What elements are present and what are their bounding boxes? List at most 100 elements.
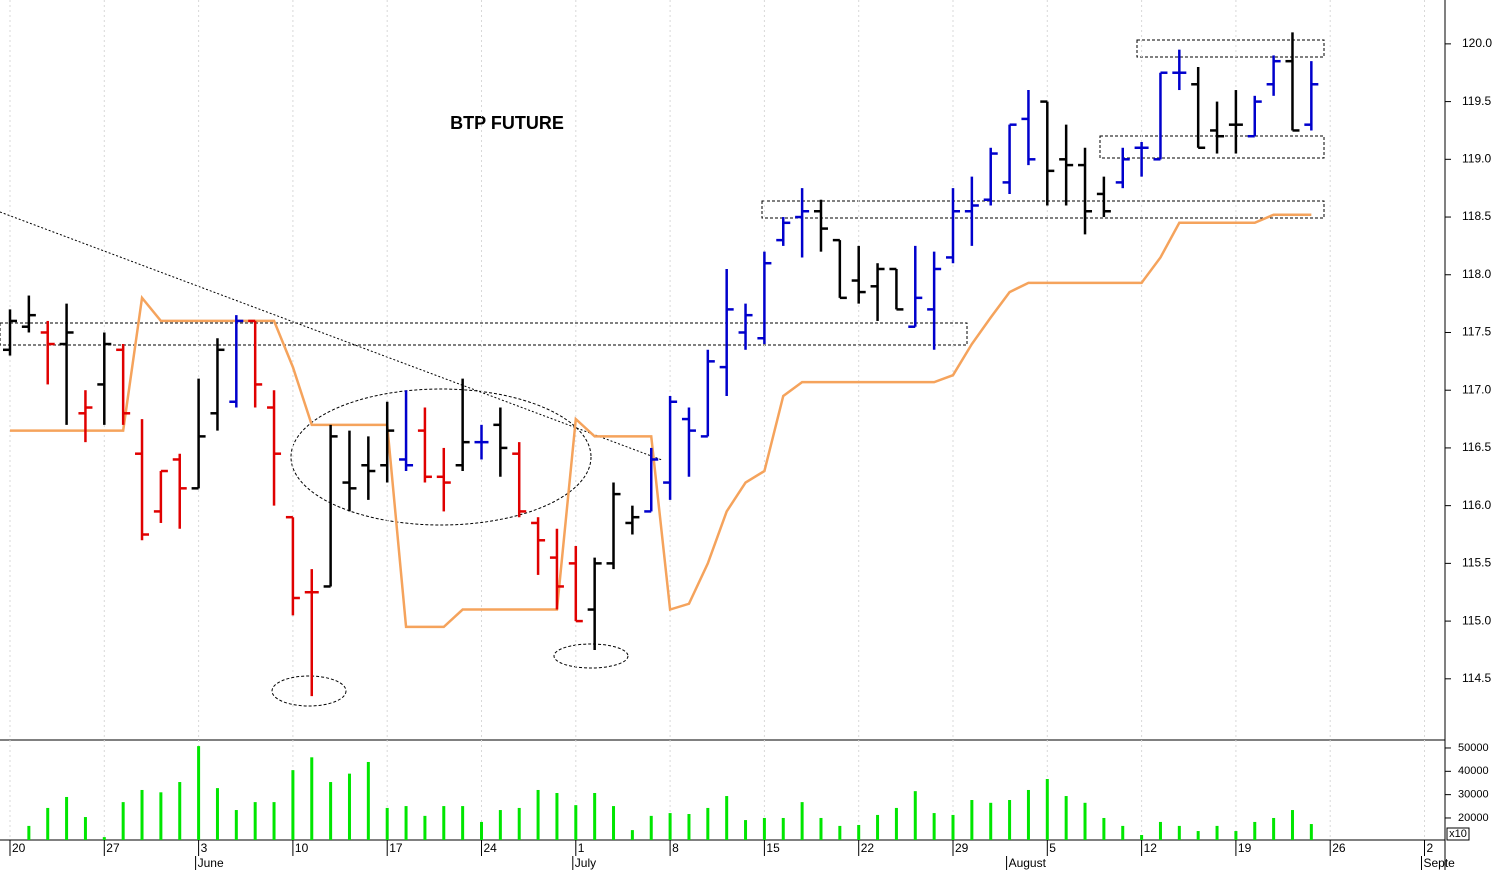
volume-bar (536, 789, 540, 840)
volume-bar (46, 807, 50, 840)
x-tick-label: 27 (106, 841, 120, 855)
volume-bar (1121, 825, 1125, 840)
volume-bar (197, 746, 201, 840)
x-tick-label: 8 (672, 841, 679, 855)
y-tick-label: 115.5 (1462, 556, 1491, 570)
volume-bar (649, 815, 653, 840)
month-label: June (198, 856, 224, 870)
month-label: August (1009, 856, 1047, 870)
x-tick-label: 3 (201, 841, 208, 855)
highlight-ellipse (553, 643, 629, 669)
x-tick-label: 15 (766, 841, 780, 855)
volume-bar (876, 814, 880, 840)
volume-bar (1158, 821, 1162, 840)
volume-bar (480, 821, 483, 840)
volume-bar (178, 782, 182, 840)
volume-bar (593, 793, 597, 840)
volume-bar (27, 825, 31, 840)
y-tick-label: 118.0 (1462, 267, 1491, 281)
volume-bar (385, 807, 389, 840)
volume-bar (668, 813, 672, 840)
x-tick-label: 2 (1427, 841, 1434, 855)
y-tick-label: 30000 (1458, 789, 1489, 801)
trend-line (0, 211, 663, 461)
zone-box (1136, 39, 1325, 58)
y-tick-label: 120.0 (1462, 36, 1492, 50)
volume-bar (121, 802, 125, 840)
y-tick-label: 20000 (1458, 812, 1489, 824)
volume-bar (1290, 810, 1294, 840)
zone-box (1099, 135, 1325, 159)
volume-bar (1140, 835, 1144, 840)
y-tick-label: 118.5 (1462, 209, 1491, 223)
volume-bar (744, 820, 748, 840)
volume-bar (1045, 779, 1049, 840)
volume-bar (442, 806, 446, 840)
x-tick-label: 5 (1049, 841, 1056, 855)
y-tick-label: 117.0 (1462, 382, 1491, 396)
chart-title: BTP FUTURE (450, 113, 564, 133)
y-tick-label: 114.5 (1462, 671, 1491, 685)
volume-bar (932, 813, 936, 840)
volume-bar (65, 796, 69, 840)
volume-bar (1177, 825, 1181, 840)
y-tick-label: 119.5 (1462, 94, 1491, 108)
volume-bar (310, 757, 314, 840)
volume-bar (1196, 831, 1200, 840)
x-tick-label: 29 (955, 841, 969, 855)
y-tick-label: 115.0 (1462, 613, 1491, 627)
volume-bar (234, 810, 238, 840)
volume-bar (574, 805, 578, 840)
volume-bar (404, 806, 408, 840)
volume-bar (913, 791, 917, 840)
volume-bar (857, 824, 861, 840)
volume-bar (1026, 789, 1030, 840)
x-tick-label: 1 (578, 841, 585, 855)
annotations (0, 39, 1325, 707)
y-tick-label: 119.0 (1462, 151, 1491, 165)
volume-bar (159, 792, 163, 840)
volume-bar (706, 807, 710, 840)
volume-bar (329, 782, 333, 840)
volume-bar (1215, 825, 1219, 840)
volume-bar (838, 825, 842, 840)
highlight-ellipse (290, 388, 592, 526)
volume-bar (970, 800, 974, 840)
volume-bar (781, 817, 785, 840)
volume-bar (215, 788, 219, 840)
volume-bar (800, 802, 804, 840)
volume-scale-label: x10 (1449, 828, 1467, 840)
volume-bar (102, 837, 106, 840)
highlight-ellipse (271, 675, 347, 707)
y-tick-label: 116.0 (1462, 498, 1491, 512)
volume-bar (725, 796, 729, 840)
y-tick-label: 116.5 (1462, 440, 1491, 454)
volume-bar (894, 807, 898, 840)
x-tick-label: 19 (1238, 841, 1252, 855)
volume-bar (1309, 824, 1313, 840)
volume-bar (272, 802, 276, 840)
volume-bar (1253, 821, 1257, 840)
volume-bar (423, 815, 427, 840)
x-tick-label: 24 (484, 841, 498, 855)
volume-bar (1272, 817, 1276, 840)
x-tick-label: 12 (1144, 841, 1158, 855)
volume-bar (762, 817, 766, 840)
volume-bar (951, 814, 955, 840)
volume-bar (498, 810, 502, 840)
volume-bar (1102, 817, 1106, 840)
x-tick-label: 10 (295, 841, 309, 855)
volume-bar (1064, 796, 1068, 840)
volume-bar (819, 817, 823, 840)
zone-box (761, 200, 1325, 219)
month-label: July (575, 856, 596, 870)
volume-bar (140, 789, 144, 840)
volume-bar (347, 773, 351, 840)
volume-bar (1083, 802, 1087, 840)
volume-bar (630, 830, 634, 840)
month-label: Septe (1424, 856, 1456, 870)
x-tick-label: 26 (1332, 841, 1346, 855)
volume-bar (1234, 831, 1238, 840)
